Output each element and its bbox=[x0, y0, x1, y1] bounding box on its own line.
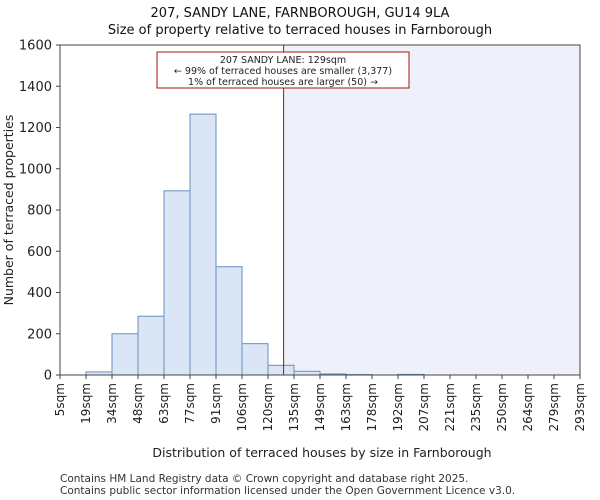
histogram-bar bbox=[163, 190, 191, 376]
annotation-text: 1% of terraced houses are larger (50) → bbox=[188, 77, 378, 88]
x-tick-label: 135sqm bbox=[287, 383, 301, 431]
x-axis-label: Distribution of terraced houses by size … bbox=[152, 445, 491, 460]
x-tick-label: 34sqm bbox=[105, 383, 119, 424]
x-tick-label: 235sqm bbox=[469, 383, 483, 431]
histogram-bar bbox=[293, 370, 321, 376]
footer-copyright: Contains HM Land Registry data © Crown c… bbox=[60, 473, 469, 485]
x-tick-label: 192sqm bbox=[391, 383, 405, 431]
x-tick-label: 207sqm bbox=[417, 383, 431, 431]
y-tick-label: 800 bbox=[27, 204, 52, 219]
x-tick-label: 106sqm bbox=[235, 383, 249, 431]
annotation-box bbox=[156, 51, 410, 89]
x-tick-label: 264sqm bbox=[521, 383, 535, 431]
histogram-bar bbox=[241, 343, 269, 376]
x-tick-label: 163sqm bbox=[339, 383, 353, 431]
x-tick-label: 19sqm bbox=[79, 383, 93, 424]
histogram-bar bbox=[137, 315, 165, 376]
y-axis-label: Number of terraced properties bbox=[1, 115, 16, 306]
histogram-bar bbox=[189, 113, 217, 376]
x-tick-label: 293sqm bbox=[573, 383, 587, 431]
x-tick-label: 149sqm bbox=[313, 383, 327, 431]
y-tick-label: 1400 bbox=[19, 80, 52, 95]
x-tick-label: 250sqm bbox=[495, 383, 509, 431]
y-tick-label: 1000 bbox=[19, 162, 52, 177]
footer-licence: Contains public sector information licen… bbox=[60, 485, 516, 497]
histogram-bar bbox=[111, 333, 139, 376]
y-tick-label: 600 bbox=[27, 245, 52, 260]
chart-subtitle: Size of property relative to terraced ho… bbox=[107, 23, 493, 38]
x-tick-label: 279sqm bbox=[547, 383, 561, 431]
x-tick-label: 48sqm bbox=[131, 383, 145, 424]
chart-title: 207, SANDY LANE, FARNBOROUGH, GU14 9LA bbox=[150, 6, 450, 21]
x-tick-label: 120sqm bbox=[261, 383, 275, 431]
x-tick-label: 77sqm bbox=[183, 383, 197, 424]
y-tick-label: 0 bbox=[44, 369, 52, 384]
y-tick-label: 200 bbox=[27, 327, 52, 342]
y-tick-label: 1200 bbox=[19, 121, 52, 136]
highlight-region bbox=[283, 45, 580, 375]
x-tick-label: 178sqm bbox=[365, 383, 379, 431]
annotation-text: 207 SANDY LANE: 129sqm bbox=[220, 55, 346, 66]
y-tick-label: 1600 bbox=[19, 39, 52, 54]
x-tick-label: 221sqm bbox=[443, 383, 457, 431]
y-tick-label: 400 bbox=[27, 286, 52, 301]
annotation-text: ← 99% of terraced houses are smaller (3,… bbox=[174, 66, 392, 77]
x-tick-label: 63sqm bbox=[157, 383, 171, 424]
x-tick-label: 91sqm bbox=[209, 383, 223, 424]
histogram-bar bbox=[267, 364, 295, 376]
x-tick-label: 5sqm bbox=[53, 383, 67, 416]
histogram-bar bbox=[215, 266, 243, 376]
